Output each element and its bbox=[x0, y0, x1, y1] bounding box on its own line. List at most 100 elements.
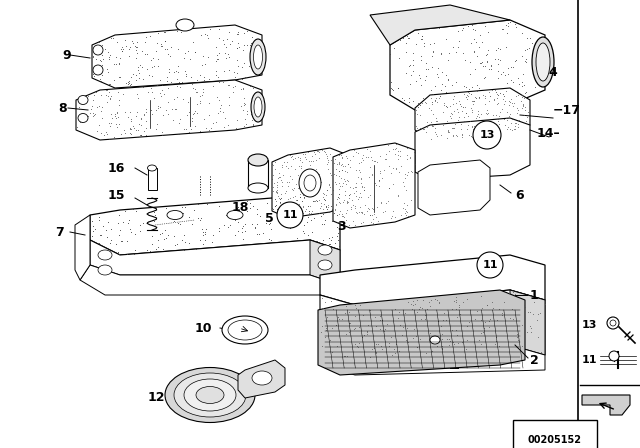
Point bbox=[467, 21, 477, 28]
Point bbox=[460, 82, 470, 89]
Point bbox=[374, 183, 384, 190]
Point bbox=[172, 94, 182, 101]
Point bbox=[454, 97, 465, 104]
Point bbox=[240, 73, 250, 81]
Point bbox=[215, 108, 225, 115]
Point bbox=[186, 73, 196, 80]
Point bbox=[279, 158, 289, 165]
Point bbox=[128, 206, 138, 213]
Point bbox=[129, 250, 140, 257]
Point bbox=[380, 325, 390, 332]
Point bbox=[386, 85, 396, 92]
Point bbox=[125, 125, 135, 132]
Point bbox=[287, 175, 297, 182]
Point bbox=[298, 192, 308, 199]
Point bbox=[446, 115, 456, 122]
Point bbox=[333, 218, 343, 225]
Point bbox=[135, 61, 145, 69]
Point bbox=[372, 203, 382, 211]
Point bbox=[148, 63, 159, 70]
Point bbox=[336, 161, 346, 168]
Point bbox=[349, 190, 360, 197]
Point bbox=[205, 25, 215, 32]
Point bbox=[522, 328, 532, 336]
Point bbox=[369, 157, 379, 164]
Point bbox=[114, 97, 124, 104]
Point bbox=[126, 81, 136, 88]
Point bbox=[517, 321, 527, 328]
Point bbox=[339, 213, 349, 220]
Point bbox=[292, 235, 302, 242]
Point bbox=[344, 191, 355, 198]
Point bbox=[348, 184, 358, 191]
Point bbox=[328, 159, 339, 167]
Point bbox=[280, 163, 291, 170]
Point bbox=[198, 52, 209, 60]
Point bbox=[472, 52, 482, 60]
Point bbox=[404, 94, 414, 101]
Point bbox=[401, 40, 412, 47]
Point bbox=[493, 91, 503, 99]
Point bbox=[292, 213, 302, 220]
Point bbox=[326, 324, 337, 332]
Point bbox=[333, 211, 344, 218]
Point bbox=[232, 39, 243, 47]
Point bbox=[431, 94, 442, 101]
Point bbox=[112, 38, 122, 45]
Point bbox=[410, 150, 420, 157]
Point bbox=[310, 198, 321, 205]
Point bbox=[156, 41, 166, 48]
Point bbox=[298, 228, 308, 235]
Point bbox=[421, 59, 431, 66]
Point bbox=[354, 323, 364, 330]
Point bbox=[198, 240, 208, 247]
Point bbox=[309, 151, 319, 158]
Point bbox=[189, 110, 200, 117]
Point bbox=[458, 104, 468, 111]
Point bbox=[271, 202, 282, 209]
Point bbox=[451, 132, 461, 139]
Point bbox=[198, 232, 208, 239]
Point bbox=[131, 77, 141, 84]
Text: 4: 4 bbox=[548, 65, 557, 78]
Point bbox=[260, 220, 271, 227]
Point bbox=[214, 34, 224, 41]
Point bbox=[461, 94, 471, 101]
Point bbox=[320, 333, 330, 340]
Point bbox=[390, 214, 400, 221]
Point bbox=[497, 95, 508, 103]
Point bbox=[468, 26, 479, 33]
Point bbox=[516, 92, 527, 99]
Point bbox=[322, 186, 332, 194]
Point bbox=[92, 104, 102, 111]
Point bbox=[528, 310, 538, 317]
Point bbox=[451, 49, 461, 56]
Point bbox=[245, 41, 255, 48]
Point bbox=[136, 131, 146, 138]
Point bbox=[156, 89, 166, 96]
Point bbox=[103, 218, 113, 225]
Point bbox=[369, 345, 379, 352]
Point bbox=[474, 113, 484, 121]
Point bbox=[445, 112, 456, 119]
Point bbox=[505, 110, 515, 117]
Point bbox=[454, 301, 464, 308]
Point bbox=[147, 73, 157, 80]
Point bbox=[228, 84, 239, 91]
Point bbox=[404, 155, 415, 162]
Point bbox=[173, 219, 183, 226]
Text: 8: 8 bbox=[58, 102, 67, 115]
Point bbox=[516, 78, 527, 85]
Point bbox=[308, 214, 319, 221]
Point bbox=[462, 91, 472, 98]
Point bbox=[399, 182, 409, 190]
Point bbox=[501, 22, 511, 29]
Point bbox=[218, 108, 228, 116]
Point bbox=[161, 205, 171, 212]
Point bbox=[522, 46, 532, 53]
Point bbox=[102, 131, 113, 138]
Polygon shape bbox=[418, 160, 490, 215]
Point bbox=[340, 163, 350, 170]
Circle shape bbox=[277, 202, 303, 228]
Point bbox=[113, 109, 123, 116]
